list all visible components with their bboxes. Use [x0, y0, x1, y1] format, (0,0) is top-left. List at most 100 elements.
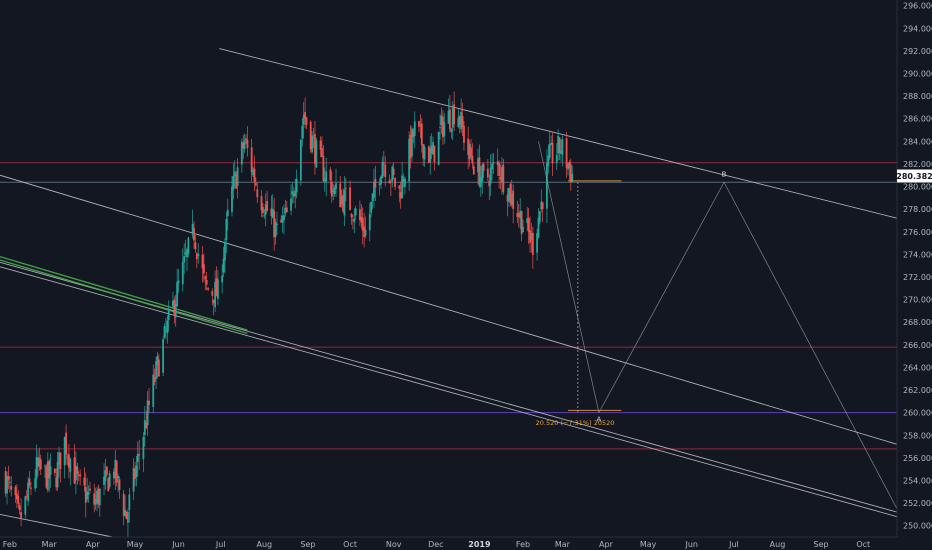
candle-body	[378, 183, 381, 186]
candle-body	[382, 162, 385, 165]
candle-body	[520, 211, 523, 235]
candle-body	[77, 474, 80, 476]
candle-body	[103, 476, 105, 485]
candle-body	[233, 171, 236, 177]
trend-green-support-1	[0, 255, 248, 331]
time-tick-label: Sep	[300, 540, 315, 549]
candle-body	[45, 466, 48, 488]
candle-body	[122, 493, 125, 516]
candle-body	[558, 137, 561, 153]
candle-body	[37, 457, 39, 467]
time-tick-label: Nov	[386, 540, 402, 549]
time-tick-label: Jul	[215, 540, 226, 549]
candle-body	[250, 147, 253, 173]
candle-body	[398, 185, 401, 189]
candle-body	[25, 496, 28, 498]
candle-body	[125, 511, 128, 520]
candle-body	[94, 498, 97, 505]
candle-body	[280, 219, 283, 223]
candle-body	[309, 121, 312, 150]
candle-body	[292, 193, 295, 197]
time-tick-label: Dec	[428, 540, 443, 549]
candle-body	[243, 140, 246, 150]
candle-body	[108, 473, 111, 488]
candle-body	[482, 163, 485, 171]
price-tick-label: 280.000	[903, 183, 932, 192]
candle-body	[427, 146, 430, 163]
candle-body	[59, 452, 62, 470]
candle-body	[27, 482, 30, 502]
candle-body	[557, 135, 560, 154]
candle-body	[242, 142, 245, 149]
candle-body	[491, 163, 493, 170]
candle-body	[290, 198, 292, 211]
candle-body	[66, 456, 69, 458]
time-axis[interactable]: Feb Mar Apr May Jun Jul Aug Sep Oct Nov Dec 2019 Feb…	[0, 536, 932, 550]
candle-body	[73, 457, 76, 484]
candle-body	[83, 477, 86, 486]
candle-body	[143, 420, 146, 436]
time-tick-label: Jul	[728, 540, 739, 549]
price-tick-label: 274.000	[903, 250, 932, 259]
time-tick-label: 2019	[468, 540, 491, 549]
time-tick-label: Aug	[257, 540, 273, 549]
candle-body	[361, 218, 364, 231]
candle-body	[443, 122, 446, 137]
candle-body	[262, 207, 264, 214]
candle-body	[340, 196, 343, 205]
candle-body	[351, 219, 354, 221]
price-tick-label: 288.000	[903, 92, 932, 101]
candle-body	[79, 474, 82, 477]
candle-body	[128, 494, 131, 510]
price-axis[interactable]: 296.000 294.000 292.000 290.000 288.000 286.0…	[896, 0, 932, 550]
candle-body	[530, 233, 533, 240]
candle-body	[418, 121, 420, 127]
candle-body	[98, 488, 101, 506]
candle-body	[112, 471, 115, 478]
candle-body	[53, 468, 56, 473]
horizontal-levels	[0, 162, 897, 450]
price-tick-label: 258.000	[903, 431, 932, 440]
candle-body	[271, 208, 274, 218]
price-tick-label: 276.000	[903, 228, 932, 237]
time-tick-label: Mar	[42, 540, 58, 549]
candle-body	[423, 146, 426, 160]
candle-body	[565, 138, 568, 168]
candle-body	[63, 436, 66, 466]
candle-body	[314, 134, 316, 164]
candle-body	[506, 194, 509, 202]
candle-body	[477, 158, 479, 173]
candle-body	[384, 164, 387, 178]
candle-body	[217, 279, 219, 299]
candle-body	[273, 210, 276, 238]
price-axis-bg	[897, 0, 932, 550]
candle-body	[48, 460, 51, 479]
candle-body	[437, 131, 440, 165]
candle-body	[325, 171, 328, 182]
candle-body	[432, 142, 434, 155]
candle-body	[463, 125, 465, 143]
price-tick-label: 282.000	[903, 160, 932, 169]
candle-body	[155, 361, 157, 379]
candle-body	[550, 142, 553, 145]
candle-body	[404, 178, 406, 187]
candle-body	[35, 457, 38, 479]
candle-body	[460, 111, 463, 130]
candle-body	[263, 215, 266, 217]
candle-body	[291, 191, 294, 195]
candle-body	[321, 147, 323, 157]
price-tick-label: 270.000	[903, 296, 932, 305]
candle-body	[214, 281, 217, 308]
candle-body	[359, 209, 361, 221]
time-tick-label: Apr	[86, 540, 101, 549]
trend-green-support-2	[0, 259, 248, 335]
candle-body	[342, 194, 344, 212]
candle-body	[458, 116, 461, 125]
candle-body	[422, 144, 425, 159]
candle-body	[104, 470, 107, 481]
point-label-A: A	[597, 416, 602, 424]
candle-body	[187, 237, 190, 254]
